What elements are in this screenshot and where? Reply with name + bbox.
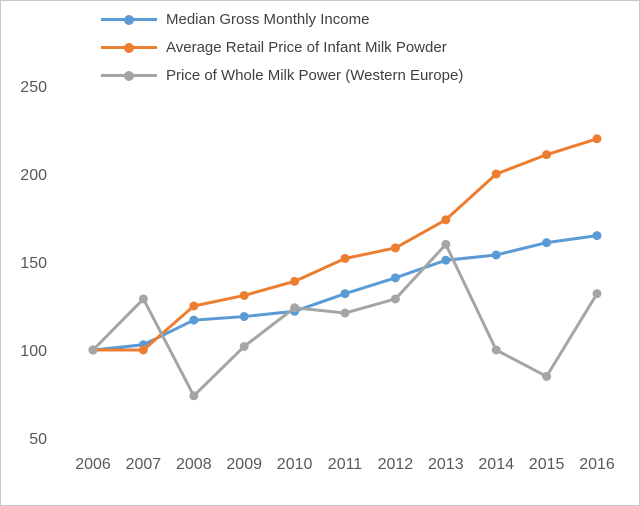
data-point-marker — [189, 391, 199, 401]
legend-line-marker-icon — [101, 36, 157, 59]
chart-legend: Median Gross Monthly Income Average Reta… — [101, 8, 463, 87]
legend-label: Price of Whole Milk Power (Western Europ… — [166, 67, 464, 84]
data-point-marker — [340, 289, 350, 299]
data-point-marker — [542, 150, 552, 160]
legend-label: Average Retail Price of Infant Milk Powd… — [166, 39, 447, 56]
x-axis-tick-label: 2010 — [277, 456, 313, 473]
y-axis-tick-label: 150 — [20, 255, 47, 272]
series-line — [91, 242, 599, 398]
y-axis-tick-label: 100 — [20, 343, 47, 360]
data-point-marker — [491, 250, 501, 260]
data-point-marker — [239, 341, 249, 351]
data-point-marker — [239, 312, 249, 322]
y-axis-tick-label: 50 — [29, 431, 47, 448]
x-axis-tick-label: 2015 — [529, 456, 565, 473]
x-axis-tick-label: 2012 — [378, 456, 414, 473]
data-point-marker — [290, 303, 300, 313]
x-axis-tick-label: 2013 — [428, 456, 464, 473]
data-point-marker — [340, 253, 350, 263]
data-point-marker — [592, 134, 602, 144]
data-point-marker — [189, 301, 199, 311]
x-axis-tick-label: 2011 — [328, 456, 363, 473]
x-axis-tick-label: 2014 — [478, 456, 514, 473]
y-axis-tick-label: 200 — [20, 167, 47, 184]
data-point-marker — [239, 290, 249, 300]
legend-item-average-retail-price-infant-milk-powder: Average Retail Price of Infant Milk Powd… — [101, 36, 463, 59]
data-point-marker — [138, 345, 148, 355]
data-point-marker — [390, 243, 400, 253]
data-point-marker — [592, 231, 602, 241]
data-point-marker — [491, 345, 501, 355]
data-point-marker — [441, 215, 451, 225]
legend-line-marker-icon — [101, 64, 157, 87]
data-point-marker — [441, 239, 451, 249]
data-point-marker — [88, 345, 98, 355]
data-point-marker — [542, 238, 552, 248]
data-point-marker — [542, 371, 552, 381]
legend-item-median-gross-monthly-income: Median Gross Monthly Income — [101, 8, 463, 31]
series-line — [91, 137, 599, 352]
data-point-marker — [592, 289, 602, 299]
data-point-marker — [189, 315, 199, 325]
legend-item-price-whole-milk-power-western-europe: Price of Whole Milk Power (Western Europ… — [101, 64, 463, 87]
data-point-marker — [390, 294, 400, 304]
data-point-marker — [340, 308, 350, 318]
x-axis-tick-label: 2008 — [176, 456, 212, 473]
x-axis-tick-label: 2006 — [75, 456, 111, 473]
x-axis-tick-label: 2016 — [579, 456, 615, 473]
data-point-marker — [138, 294, 148, 304]
data-point-marker — [491, 169, 501, 179]
legend-line-marker-icon — [101, 8, 157, 31]
legend-label: Median Gross Monthly Income — [166, 11, 370, 28]
x-axis-tick-label: 2009 — [226, 456, 262, 473]
data-point-marker — [390, 273, 400, 283]
data-point-marker — [290, 276, 300, 286]
data-point-marker — [441, 255, 451, 265]
x-axis-tick-label: 2007 — [126, 456, 162, 473]
y-axis-tick-label: 250 — [20, 79, 47, 96]
